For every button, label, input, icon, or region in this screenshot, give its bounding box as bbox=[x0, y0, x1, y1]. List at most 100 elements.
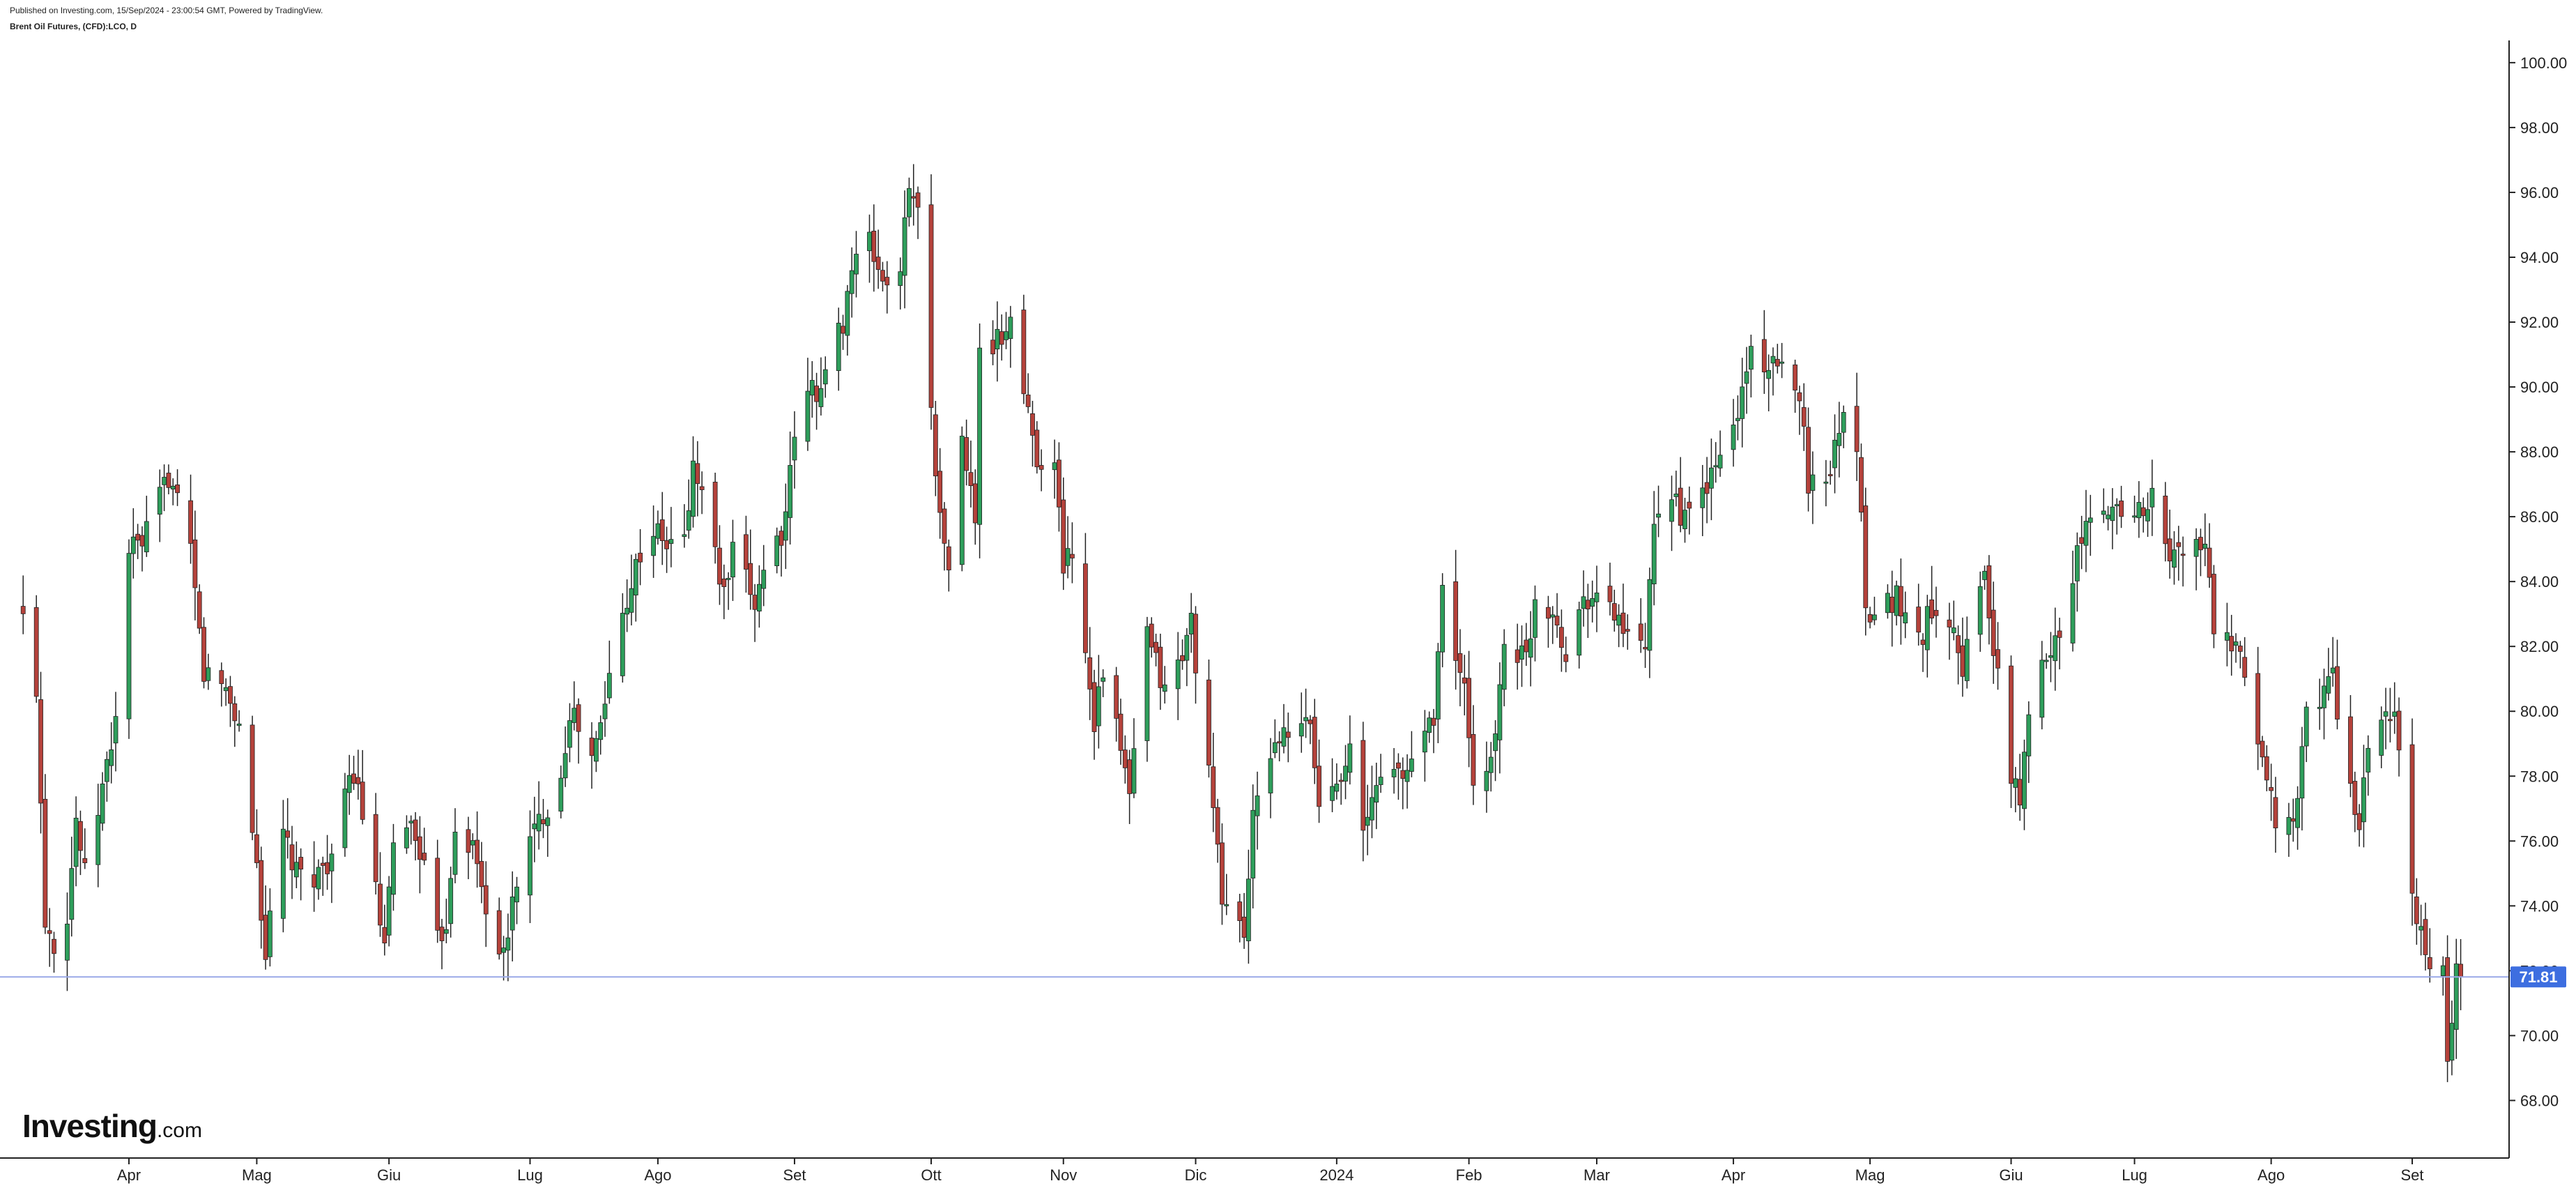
candle bbox=[1101, 669, 1106, 698]
candle bbox=[2335, 639, 2340, 730]
candle bbox=[964, 419, 969, 486]
candle bbox=[1827, 460, 1833, 485]
candle bbox=[2224, 602, 2230, 667]
candle bbox=[1175, 632, 1181, 720]
candle bbox=[1400, 757, 1406, 809]
candle bbox=[1330, 758, 1335, 812]
candle bbox=[1638, 597, 1643, 653]
candle bbox=[1986, 555, 1992, 645]
candle bbox=[43, 774, 48, 934]
candle bbox=[1977, 571, 1983, 652]
candle bbox=[1770, 347, 1776, 396]
candle bbox=[2414, 878, 2419, 945]
candle bbox=[937, 448, 943, 539]
candle bbox=[682, 504, 687, 548]
candle bbox=[752, 584, 758, 642]
candle bbox=[1347, 715, 1353, 785]
candle bbox=[452, 808, 458, 883]
candle bbox=[280, 800, 286, 933]
x-tick-label: Mag bbox=[1855, 1166, 1885, 1184]
candle bbox=[2145, 492, 2150, 538]
candle bbox=[1682, 497, 1687, 543]
candle bbox=[1717, 430, 1723, 477]
candle bbox=[360, 749, 365, 825]
candle bbox=[1748, 334, 1754, 398]
y-tick-label: 76.00 bbox=[2520, 832, 2559, 850]
candle bbox=[1960, 617, 1965, 697]
candle bbox=[589, 722, 595, 789]
candle bbox=[541, 798, 546, 839]
candle bbox=[558, 766, 564, 818]
candle bbox=[2017, 754, 2023, 821]
candle bbox=[946, 539, 951, 592]
candle bbox=[1061, 477, 1066, 591]
candle bbox=[651, 505, 656, 578]
candle bbox=[1096, 655, 1101, 749]
candle bbox=[1594, 565, 1600, 632]
candle bbox=[1554, 593, 1560, 638]
candle bbox=[822, 356, 828, 398]
candle bbox=[2013, 767, 2018, 813]
candle bbox=[884, 261, 890, 314]
candle bbox=[104, 751, 109, 802]
candle bbox=[717, 525, 722, 605]
candle bbox=[911, 164, 917, 226]
candle bbox=[1837, 402, 1842, 478]
candle bbox=[1841, 405, 1846, 448]
x-tick-label: Ago bbox=[644, 1166, 671, 1184]
logo-brand: Investing bbox=[22, 1108, 158, 1144]
candle bbox=[1453, 549, 1459, 690]
candle bbox=[33, 595, 39, 703]
candle bbox=[223, 678, 229, 706]
candle bbox=[1082, 533, 1088, 664]
candle bbox=[871, 204, 877, 292]
candle bbox=[1577, 602, 1582, 669]
candle bbox=[1065, 516, 1071, 579]
candle bbox=[2022, 739, 2027, 830]
candle bbox=[1422, 710, 1427, 782]
candle bbox=[1118, 699, 1124, 765]
candle bbox=[188, 474, 193, 564]
candle bbox=[779, 526, 784, 577]
candle bbox=[1793, 359, 1797, 413]
candle bbox=[2269, 763, 2274, 821]
candle bbox=[448, 867, 454, 938]
candle bbox=[2087, 494, 2093, 556]
candle bbox=[1008, 305, 1013, 368]
candle bbox=[144, 496, 149, 557]
candle bbox=[1149, 617, 1154, 658]
candle bbox=[880, 261, 885, 292]
candle bbox=[1193, 606, 1198, 704]
x-tick-label: Apr bbox=[117, 1166, 141, 1184]
candle bbox=[113, 692, 118, 772]
candle bbox=[761, 544, 767, 607]
x-tick-label: Lug bbox=[517, 1166, 543, 1184]
candlestick-series bbox=[20, 164, 2463, 1083]
candle bbox=[320, 856, 325, 896]
candle bbox=[2379, 706, 2384, 768]
candle bbox=[293, 842, 299, 888]
candle bbox=[1982, 565, 1987, 590]
candle bbox=[496, 897, 502, 960]
y-tick-label: 70.00 bbox=[2520, 1027, 2559, 1044]
candle bbox=[2233, 633, 2239, 663]
candle bbox=[1237, 893, 1243, 943]
candle bbox=[2458, 938, 2463, 1011]
candle bbox=[100, 772, 105, 831]
candle bbox=[1370, 766, 1374, 839]
candle bbox=[1713, 442, 1719, 483]
candle bbox=[2237, 641, 2243, 669]
candle bbox=[1303, 688, 1308, 738]
candle bbox=[849, 247, 854, 318]
x-tick-label: Ago bbox=[2257, 1166, 2285, 1184]
candle bbox=[659, 492, 665, 565]
x-tick-label: Lug bbox=[2122, 1166, 2147, 1184]
candle bbox=[1947, 602, 1952, 660]
candle bbox=[1180, 639, 1185, 670]
candle bbox=[1285, 713, 1291, 763]
candle bbox=[1021, 294, 1027, 404]
candle bbox=[1334, 763, 1340, 800]
candle bbox=[907, 177, 912, 227]
candle bbox=[730, 519, 735, 601]
